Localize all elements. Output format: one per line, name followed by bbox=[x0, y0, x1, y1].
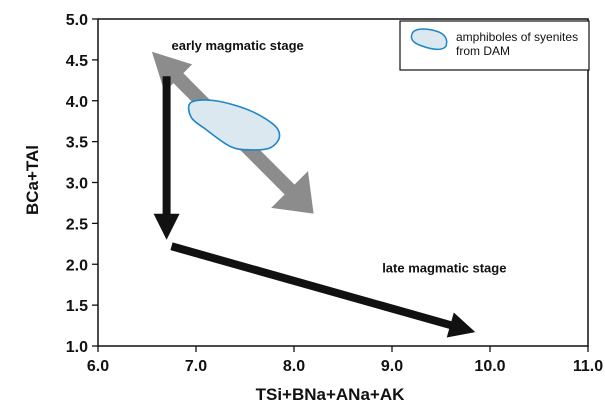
y-tick-label: 3.0 bbox=[66, 176, 88, 193]
x-tick-label: 8.0 bbox=[283, 358, 305, 375]
legend-swatch bbox=[410, 28, 448, 51]
annotation-label: late magmatic stage bbox=[382, 260, 506, 275]
annotation-label: early magmatic stage bbox=[172, 38, 304, 53]
black-vertical-arrow-head bbox=[153, 213, 180, 240]
x-tick-label: 11.0 bbox=[573, 358, 603, 375]
amphibole-field bbox=[187, 99, 281, 151]
black-late-arrow-shaft bbox=[170, 242, 454, 330]
grey-trend-arrow-tail bbox=[151, 51, 193, 92]
y-tick-label: 4.5 bbox=[66, 53, 88, 70]
x-tick-label: 6.0 bbox=[87, 358, 109, 375]
y-tick-label: 2.0 bbox=[66, 257, 88, 274]
y-tick-label: 3.5 bbox=[66, 135, 88, 152]
grey-trend-arrow-head bbox=[271, 171, 314, 214]
field-layer bbox=[187, 99, 281, 151]
y-tick-label: 4.0 bbox=[66, 94, 88, 111]
y-tick-label: 2.5 bbox=[66, 216, 88, 233]
black-late-arrow-head bbox=[446, 312, 476, 338]
x-tick-label: 7.0 bbox=[185, 358, 207, 375]
y-ticks: 1.0 1.5 2.0 2.5 3.0 3.5 4.0 4.5 5.0 bbox=[66, 12, 98, 356]
y-tick-label: 1.5 bbox=[66, 298, 88, 315]
y-tick-label: 5.0 bbox=[66, 12, 88, 29]
y-axis-title: BCa+TAl bbox=[23, 145, 42, 215]
black-late-arrow bbox=[170, 242, 476, 338]
black-vertical-arrow bbox=[153, 76, 180, 240]
annotations-layer: early magmatic stage late magmatic stage bbox=[172, 38, 507, 275]
y-tick-label: 1.0 bbox=[66, 339, 88, 356]
legend: amphiboles of syenites from DAM bbox=[399, 20, 590, 71]
legend-label-line2: from DAM bbox=[456, 44, 510, 58]
x-tick-label: 9.0 bbox=[381, 358, 403, 375]
x-ticks: 6.0 7.0 8.0 9.0 10.0 11.0 bbox=[87, 346, 603, 375]
x-tick-label: 10.0 bbox=[474, 358, 505, 375]
legend-label-line1: amphiboles of syenites bbox=[456, 30, 578, 44]
arrows-layer bbox=[151, 51, 476, 338]
x-axis-title: TSi+BNa+ANa+AK bbox=[256, 385, 406, 404]
